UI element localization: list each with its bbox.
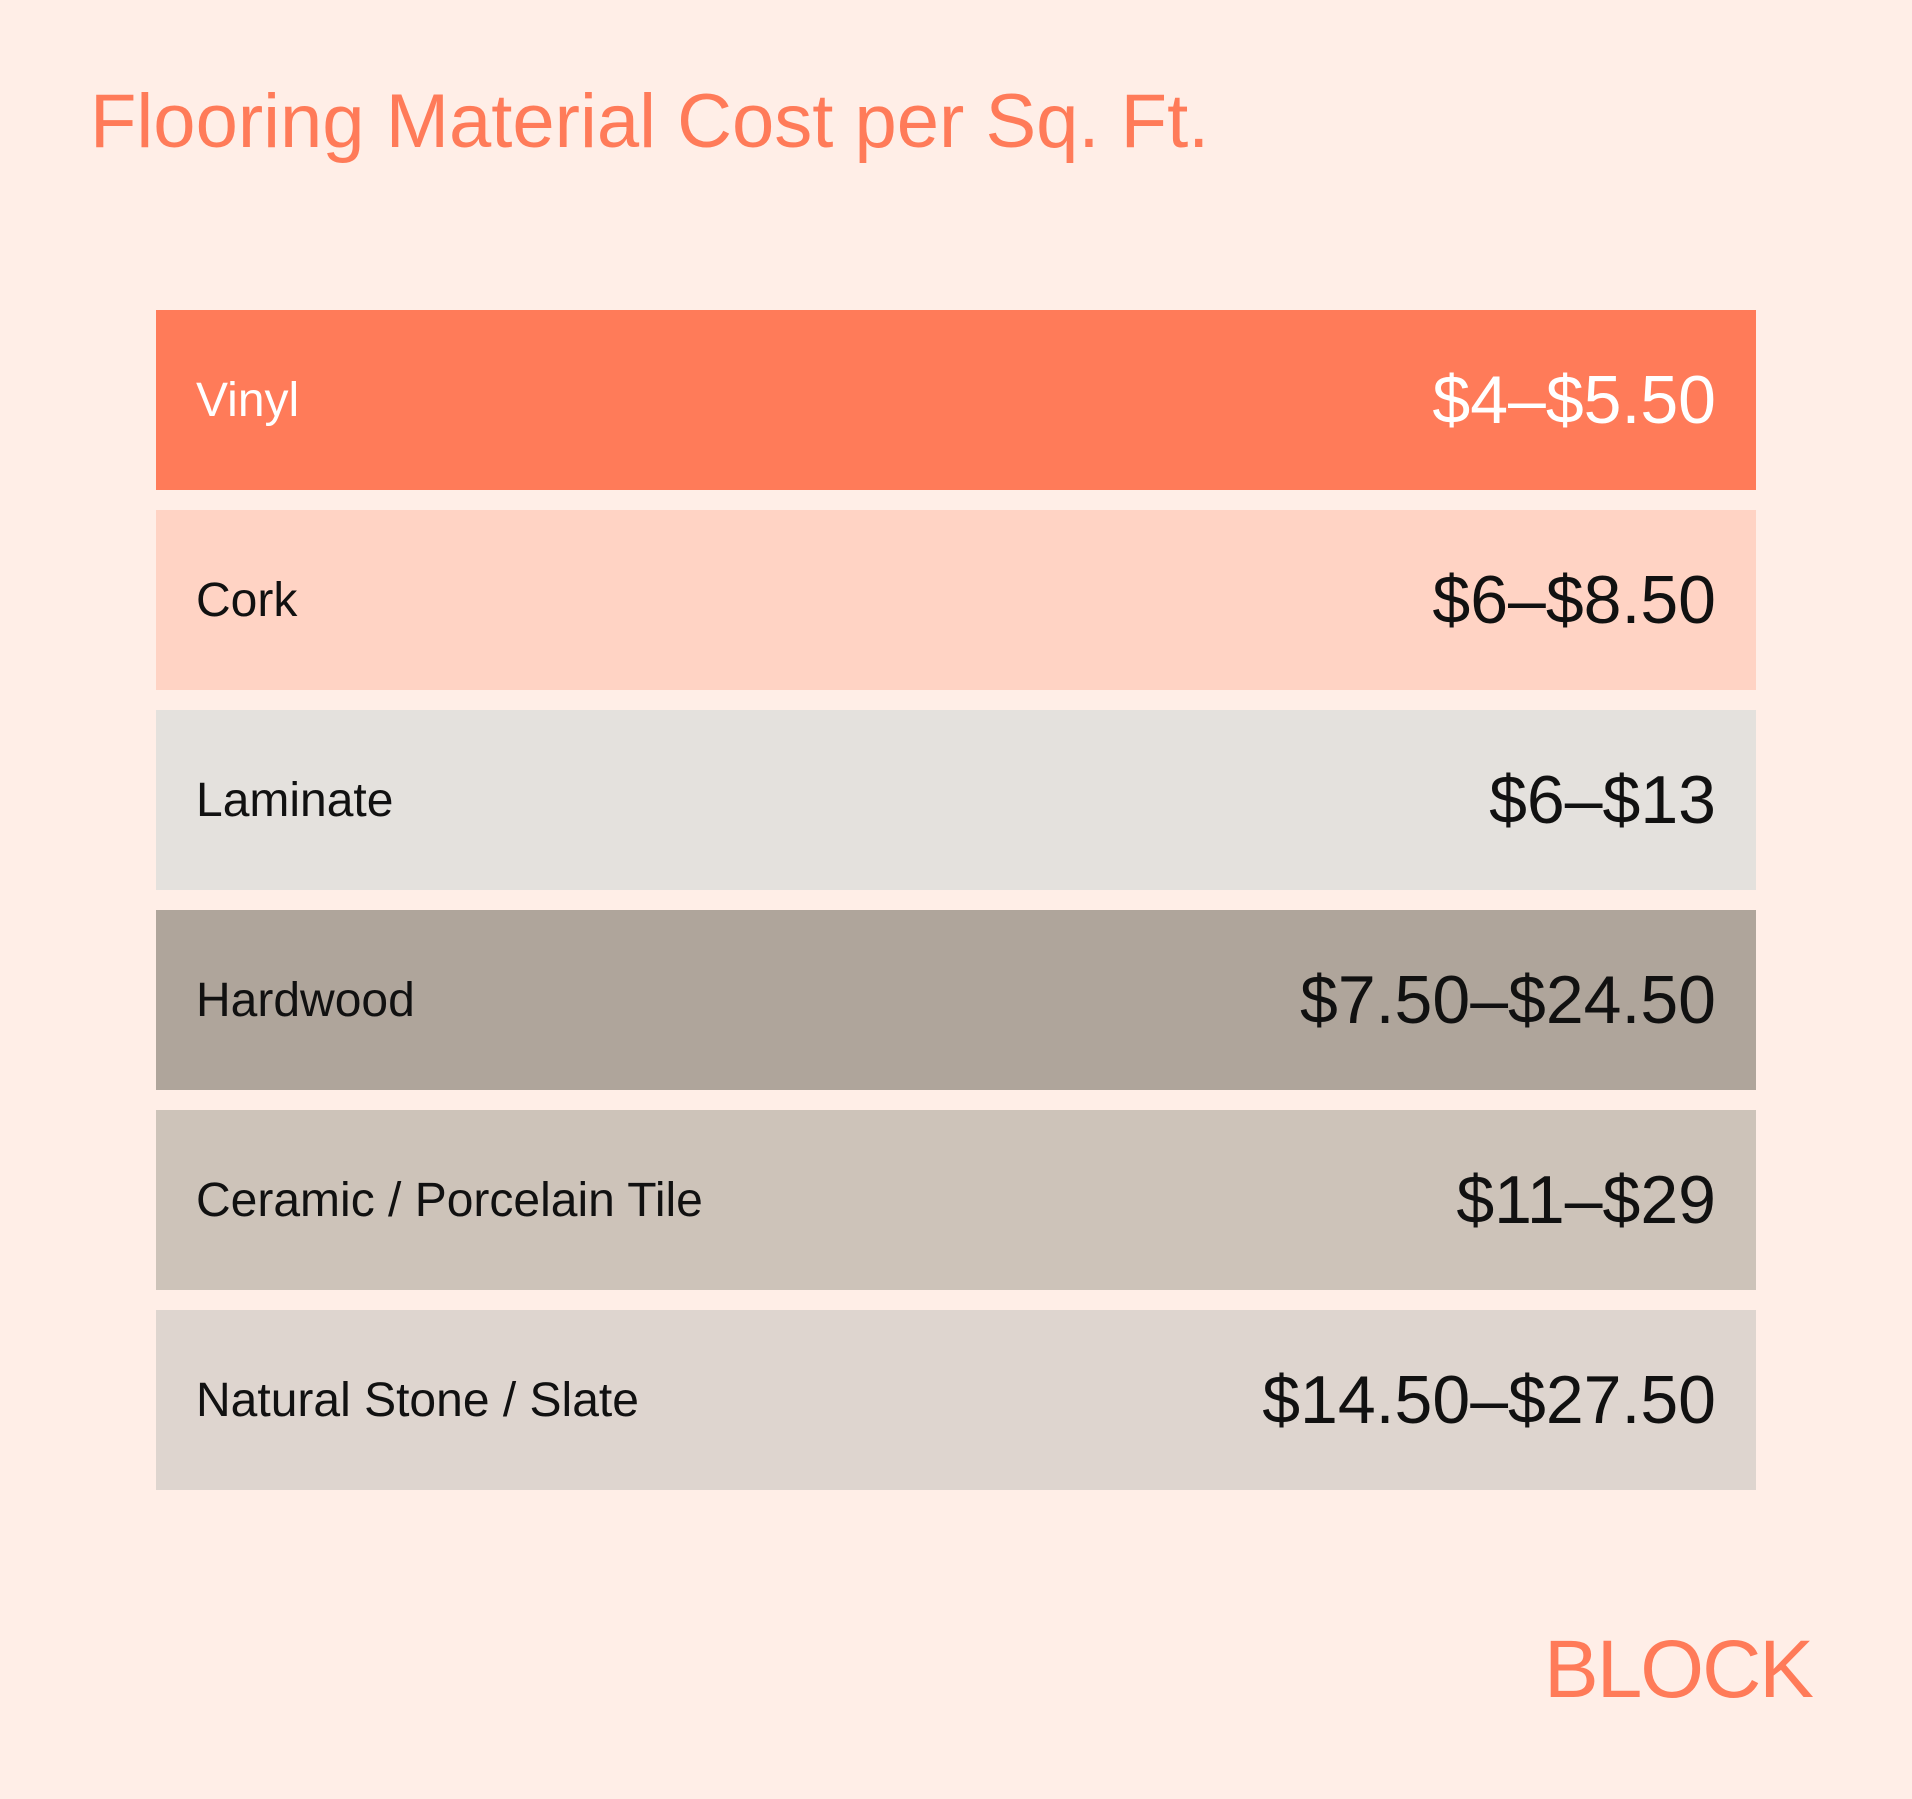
cost-table: Vinyl $4–$5.50 Cork $6–$8.50 Laminate $6…: [156, 310, 1756, 1510]
table-row: Hardwood $7.50–$24.50: [156, 910, 1756, 1090]
page-title: Flooring Material Cost per Sq. Ft.: [90, 79, 1210, 164]
material-label: Vinyl: [196, 373, 300, 427]
table-row: Vinyl $4–$5.50: [156, 310, 1756, 490]
material-label: Ceramic / Porcelain Tile: [196, 1173, 703, 1227]
table-row: Cork $6–$8.50: [156, 510, 1756, 690]
material-price: $4–$5.50: [1432, 362, 1716, 438]
brand-logo: BLOCK: [1544, 1624, 1814, 1715]
material-price: $14.50–$27.50: [1262, 1362, 1716, 1438]
material-label: Hardwood: [196, 973, 415, 1027]
material-price: $6–$8.50: [1432, 562, 1716, 638]
material-price: $6–$13: [1489, 762, 1716, 838]
material-label: Laminate: [196, 773, 394, 827]
material-label: Natural Stone / Slate: [196, 1373, 639, 1427]
material-price: $11–$29: [1456, 1162, 1716, 1238]
material-price: $7.50–$24.50: [1300, 962, 1716, 1038]
table-row: Natural Stone / Slate $14.50–$27.50: [156, 1310, 1756, 1490]
table-row: Laminate $6–$13: [156, 710, 1756, 890]
table-row: Ceramic / Porcelain Tile $11–$29: [156, 1110, 1756, 1290]
material-label: Cork: [196, 573, 298, 627]
